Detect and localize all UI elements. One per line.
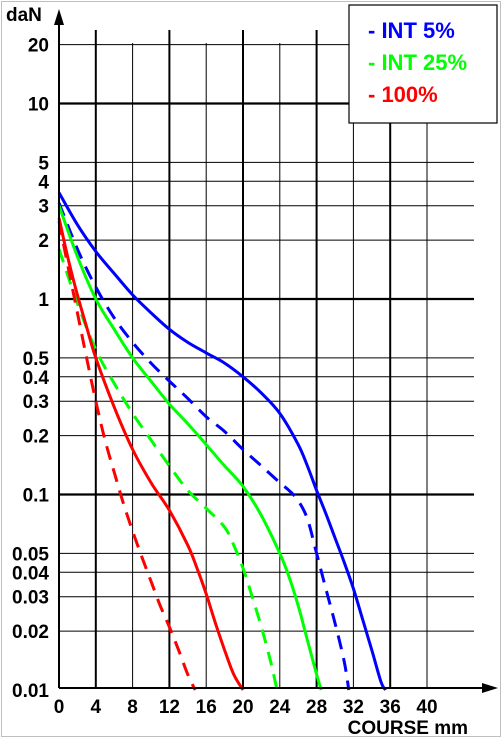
y-axis-arrow (54, 9, 64, 25)
x-tick-label: 0 (54, 697, 65, 718)
x-tick-label: 12 (159, 697, 180, 718)
series-line-solid (57, 205, 323, 691)
series-layer (57, 191, 387, 691)
y-tick-label: 2 (38, 231, 49, 252)
y-tick-label: 0.04 (12, 563, 49, 584)
y-tick-label: 4 (38, 172, 49, 193)
x-tick-label: 32 (343, 697, 364, 718)
legend: - INT 5% - INT 25% - 100% (348, 4, 498, 124)
y-tick-label: 0.2 (23, 427, 49, 448)
x-tick-label: 8 (127, 697, 138, 718)
tick-labels: 0 4 8 12 16 20 24 28 32 36 402010543210.50.40.30.2… (12, 36, 438, 718)
y-tick-label: 0.01 (12, 681, 49, 702)
x-tick-label: 20 (232, 697, 253, 718)
legend-entry: - INT 25% (368, 50, 467, 75)
x-tick-label: 40 (416, 697, 437, 718)
y-axis-title: daN (6, 5, 42, 26)
axes (54, 9, 498, 693)
y-tick-label: 5 (38, 153, 49, 174)
legend-entry: - 100% (368, 82, 438, 107)
series-line-solid (57, 217, 245, 691)
y-tick-label: 0.1 (23, 486, 50, 507)
grid-lines (59, 30, 474, 688)
y-tick-label: 3 (38, 197, 49, 218)
legend-box (348, 4, 498, 124)
legend-entry: - INT 5% (368, 18, 455, 43)
x-axis-arrow (482, 683, 498, 693)
x-tick-label: 24 (269, 697, 291, 718)
series-line-dashed (57, 202, 351, 691)
y-tick-label: 0.3 (23, 392, 49, 413)
y-tick-label: 20 (28, 36, 49, 57)
x-tick-label: 4 (91, 697, 102, 718)
x-tick-label: 16 (196, 697, 217, 718)
y-tick-label: 0.03 (12, 588, 49, 609)
y-tick-label: 10 (28, 95, 49, 116)
series-line-solid (57, 191, 387, 691)
y-tick-label: 0.05 (12, 544, 49, 565)
x-axis-title: COURSE mm (348, 718, 468, 739)
x-tick-label: 36 (380, 697, 401, 718)
y-tick-label: 0.5 (23, 349, 50, 370)
y-tick-label: 0.4 (23, 368, 50, 389)
y-tick-label: 1 (38, 290, 49, 311)
x-tick-label: 28 (306, 697, 327, 718)
series-line-dashed (57, 248, 279, 691)
y-tick-label: 0.02 (12, 622, 49, 643)
series-line-dashed (57, 220, 197, 691)
